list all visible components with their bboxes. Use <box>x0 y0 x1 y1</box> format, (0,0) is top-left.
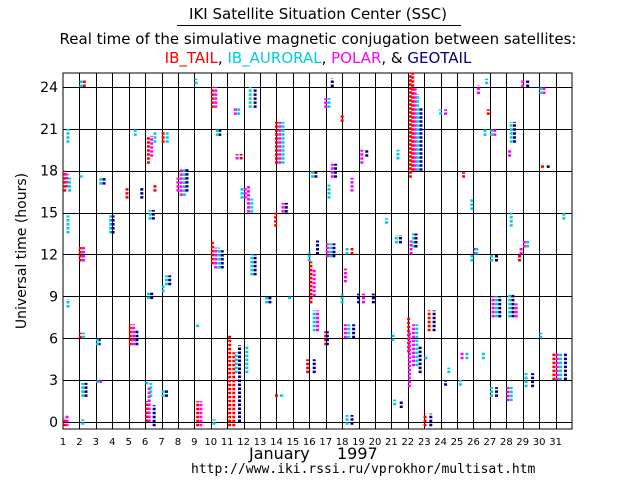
x-tick-label: 3 <box>93 437 99 448</box>
x-tick-label: 4 <box>109 437 115 448</box>
y-tick-label: 0 <box>49 415 58 431</box>
x-tick-label: 9 <box>191 437 197 448</box>
x-tick-label: 17 <box>319 437 332 448</box>
x-tick-label: 23 <box>418 437 431 448</box>
y-tick-label: 21 <box>40 122 58 138</box>
y-tick-label: 6 <box>49 331 58 347</box>
x-tick-label: 30 <box>533 437 546 448</box>
x-tick-label: 10 <box>204 437 217 448</box>
x-tick-label: 2 <box>76 437 82 448</box>
y-tick-label: 3 <box>49 373 58 389</box>
x-tick-label: 7 <box>158 437 164 448</box>
y-tick-label: 9 <box>49 289 58 305</box>
x-tick-label: 6 <box>142 437 148 448</box>
x-tick-label: 21 <box>385 437 398 448</box>
x-tick-label: 26 <box>467 437 480 448</box>
x-axis-month-label: January <box>249 444 310 463</box>
y-axis-label: Universal time (hours) <box>14 173 30 329</box>
x-tick-label: 27 <box>484 437 497 448</box>
x-tick-label: 1 <box>60 437 66 448</box>
x-axis-year-label: 1997 <box>337 444 378 463</box>
y-tick-label: 24 <box>40 80 58 96</box>
y-tick-label: 12 <box>40 247 58 263</box>
x-tick-label: 28 <box>500 437 513 448</box>
chart-plot: 036912151821241 2 3 4 5 6 7 8 9 10 11 12 13 14 15 16 17 1… <box>0 0 636 500</box>
y-tick-label: 18 <box>40 164 58 180</box>
x-tick-label: 5 <box>125 437 131 448</box>
x-tick-label: 24 <box>434 437 447 448</box>
x-tick-label: 29 <box>516 437 529 448</box>
x-tick-label: 11 <box>221 437 234 448</box>
plot-frame <box>63 73 572 429</box>
x-tick-label: 31 <box>549 437 562 448</box>
source-url[interactable]: http://www.iki.rssi.ru/vprokhor/multisat… <box>191 462 535 477</box>
y-tick-label: 15 <box>40 206 58 222</box>
x-tick-label: 22 <box>401 437 414 448</box>
x-tick-label: 25 <box>451 437 464 448</box>
x-tick-label: 8 <box>175 437 181 448</box>
